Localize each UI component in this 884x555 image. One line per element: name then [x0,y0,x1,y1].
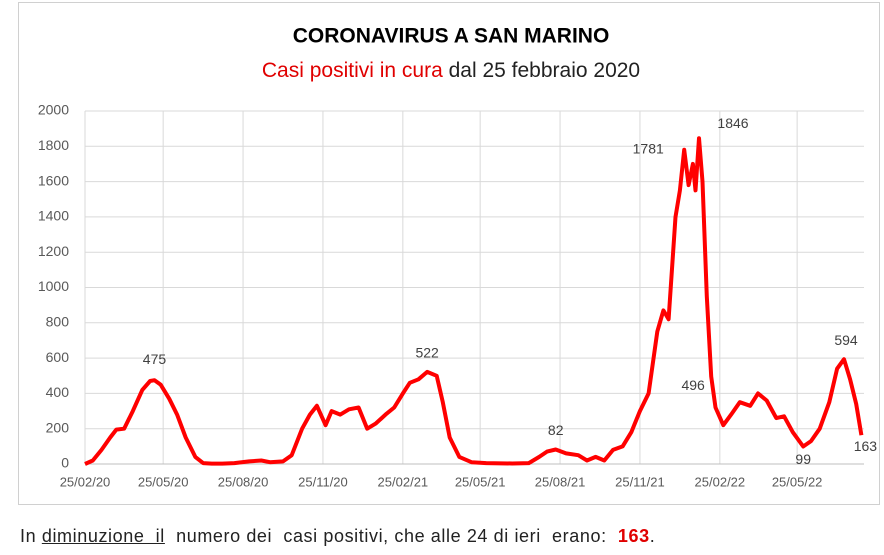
data-label: 475 [143,351,167,367]
data-label: 1781 [633,140,664,156]
x-tick-label: 25/11/20 [298,474,348,489]
caption: In diminuzione il numero dei casi positi… [20,526,655,547]
y-tick-label: 600 [46,349,70,365]
chart-title: CORONAVIRUS A SAN MARINO [293,25,610,48]
x-tick-label: 25/11/21 [615,474,665,489]
data-label: 99 [795,451,811,467]
x-tick-label: 25/05/20 [138,474,189,489]
caption-part: 163 [617,526,650,546]
caption-part: numero dei casi positivi, che alle 24 di… [164,526,618,546]
y-tick-label: 200 [46,419,70,435]
chart-subtitle: Casi positivi in cura dal 25 febbraio 20… [262,59,640,82]
y-tick-label: 400 [46,384,70,400]
subtitle-part: dal 25 febbraio 2020 [443,59,640,82]
data-label: 594 [834,332,858,348]
caption-part: . [649,526,656,546]
chart-border [18,2,880,505]
chart: CORONAVIRUS A SAN MARINO Casi positivi i… [18,2,880,505]
y-tick-label: 0 [61,455,69,471]
y-tick-label: 1800 [38,137,69,153]
data-label: 82 [548,422,564,438]
x-tick-label: 25/02/21 [378,474,429,489]
subtitle-part: Casi positivi in cura [262,59,443,82]
x-tick-label: 25/08/20 [218,474,269,489]
y-tick-label: 1600 [38,172,69,188]
data-label: 496 [681,377,705,393]
x-tick-label: 25/05/22 [772,474,823,489]
x-tick-label: 25/05/21 [455,474,506,489]
caption-part: In [20,526,42,546]
x-tick-label: 25/02/22 [695,474,746,489]
x-tick-label: 25/02/20 [60,474,111,489]
data-label: 163 [854,438,878,454]
y-tick-label: 1200 [38,243,69,259]
y-tick-label: 800 [46,314,70,330]
y-tick-label: 1000 [38,278,69,294]
data-label: 1846 [717,115,748,131]
y-tick-label: 1400 [38,208,69,224]
y-tick-label: 2000 [38,102,69,118]
caption-part: diminuzione il [41,526,165,546]
data-line [84,136,864,466]
data-label: 522 [415,345,439,361]
x-tick-label: 25/08/21 [535,474,586,489]
